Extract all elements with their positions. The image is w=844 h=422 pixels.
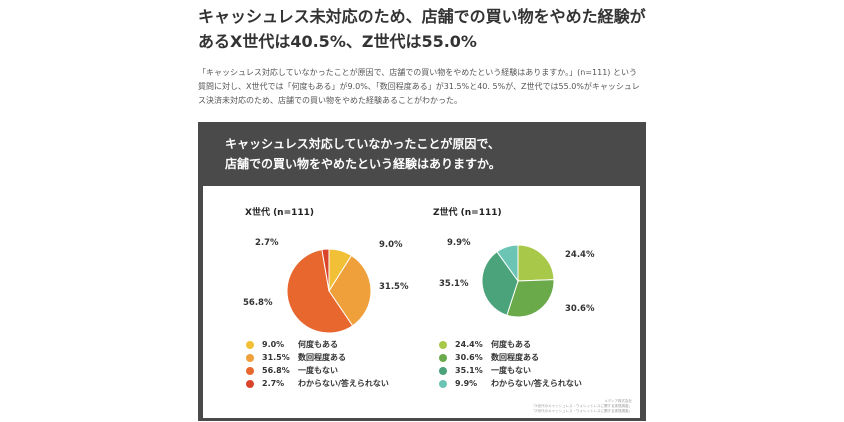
z-gen-pie-chart — [481, 244, 555, 318]
pie-slice-never — [481, 251, 519, 316]
x-gen-slice-label-dont-know: 2.7% — [255, 238, 279, 248]
legend-swatch — [439, 366, 447, 375]
pie-slice-few-times — [506, 279, 555, 318]
source-note: メディア株式会社 「X世代のキャッシュレス・ウォレットレスに関する実態調査」 「… — [532, 399, 632, 414]
legend-label: 一度もない — [491, 366, 531, 375]
legend-item: 24.4% 何度もある — [439, 338, 582, 351]
pie-slice-dont-know — [496, 244, 519, 283]
legend-item: 35.1% 一度もない — [439, 364, 582, 377]
pie-slice-dont-know — [321, 248, 330, 292]
z-gen-slice-label-dont-know: 9.9% — [447, 238, 471, 248]
legend-value: 35.1% — [455, 366, 483, 375]
x-gen-slice-label-many-times: 9.0% — [379, 240, 403, 250]
legend-label: 何度もある — [298, 340, 338, 349]
panel-title: キャッシュレス対応していなかったことが原因で、 店舗での買い物をやめたという経験… — [225, 134, 625, 174]
legend-swatch — [246, 366, 254, 375]
pie-slice-many-times — [517, 244, 555, 282]
x-gen-slice-label-few-times: 31.5% — [379, 282, 409, 292]
headline-line-2: あるX世代は40.5%、Z世代は55.0% — [198, 32, 477, 51]
article-headline: キャッシュレス未対応のため、店舗での買い物をやめた経験が あるX世代は40.5%… — [198, 4, 658, 54]
legend-swatch — [246, 340, 254, 349]
x-gen-chart-title: X世代 (n=111) — [245, 208, 315, 218]
legend-swatch — [439, 340, 447, 349]
pie-slice-never — [286, 249, 354, 334]
panel-title-line-1: キャッシュレス対応していなかったことが原因で、 — [225, 137, 500, 151]
z-gen-chart-title: Z世代 (n=111) — [433, 208, 502, 218]
pie-slice-few-times — [328, 254, 372, 327]
x-gen-legend: 9.0% 何度もある 31.5% 数回程度ある 56.8% 一度もない 2.7% わから… — [246, 338, 389, 390]
legend-value: 30.6% — [455, 353, 483, 362]
legend-label: 数回程度ある — [298, 353, 346, 362]
legend-item: 30.6% 数回程度ある — [439, 351, 582, 364]
x-gen-slice-label-never: 56.8% — [243, 298, 273, 308]
legend-item: 2.7% わからない/答えられない — [246, 377, 389, 390]
legend-value: 31.5% — [262, 353, 290, 362]
chart-panel: キャッシュレス対応していなかったことが原因で、 店舗での買い物をやめたという経験… — [198, 122, 646, 421]
z-gen-slice-label-few-times: 30.6% — [565, 304, 595, 314]
legend-label: 何度もある — [491, 340, 531, 349]
legend-value: 56.8% — [262, 366, 290, 375]
panel-title-line-2: 店舗での買い物をやめたという経験はありますか。 — [225, 157, 501, 171]
source-line-1: メディア株式会社 — [604, 399, 632, 403]
article-intro: 「キャッシュレス対応していなかったことが原因で、店舗での買い物をやめたという経験… — [198, 66, 644, 108]
z-gen-slice-label-many-times: 24.4% — [565, 250, 595, 260]
z-gen-slice-label-never: 35.1% — [439, 279, 469, 289]
legend-label: 一度もない — [298, 366, 338, 375]
legend-swatch — [246, 379, 254, 388]
legend-item: 56.8% 一度もない — [246, 364, 389, 377]
legend-value: 24.4% — [455, 340, 483, 349]
x-gen-pie-chart — [286, 248, 372, 334]
chart-card: X世代 (n=111) 2.7% 9.0% 31.5% 56.8% 9.0% 何度… — [203, 186, 640, 418]
headline-line-1: キャッシュレス未対応のため、店舗での買い物をやめた経験が — [198, 7, 646, 26]
legend-item: 31.5% 数回程度ある — [246, 351, 389, 364]
intro-line-2: 5%が、Z世代では55.0%がキャッシュレス決済未対応のため、店舗での買い物をや… — [198, 82, 640, 105]
source-line-3: 「Z世代のキャッシュレス・ウォレットレスに関する実態調査」 — [531, 409, 632, 413]
legend-value: 9.0% — [262, 340, 285, 349]
source-line-2: 「X世代のキャッシュレス・ウォレットレスに関する実態調査」 — [531, 404, 632, 408]
z-gen-legend: 24.4% 何度もある 30.6% 数回程度ある 35.1% 一度もない 9.9% わか… — [439, 338, 582, 390]
intro-line-1: 「キャッシュレス対応していなかったことが原因で、店舗での買い物をやめたという経験… — [198, 68, 637, 91]
legend-item: 9.0% 何度もある — [246, 338, 389, 351]
legend-swatch — [246, 353, 254, 362]
legend-item: 9.9% わからない/答えられない — [439, 377, 582, 390]
legend-label: 数回程度ある — [491, 353, 539, 362]
legend-swatch — [439, 379, 447, 388]
legend-value: 2.7% — [262, 379, 285, 388]
legend-label: わからない/答えられない — [491, 379, 582, 388]
legend-value: 9.9% — [455, 379, 478, 388]
legend-swatch — [439, 353, 447, 362]
legend-label: わからない/答えられない — [298, 379, 389, 388]
